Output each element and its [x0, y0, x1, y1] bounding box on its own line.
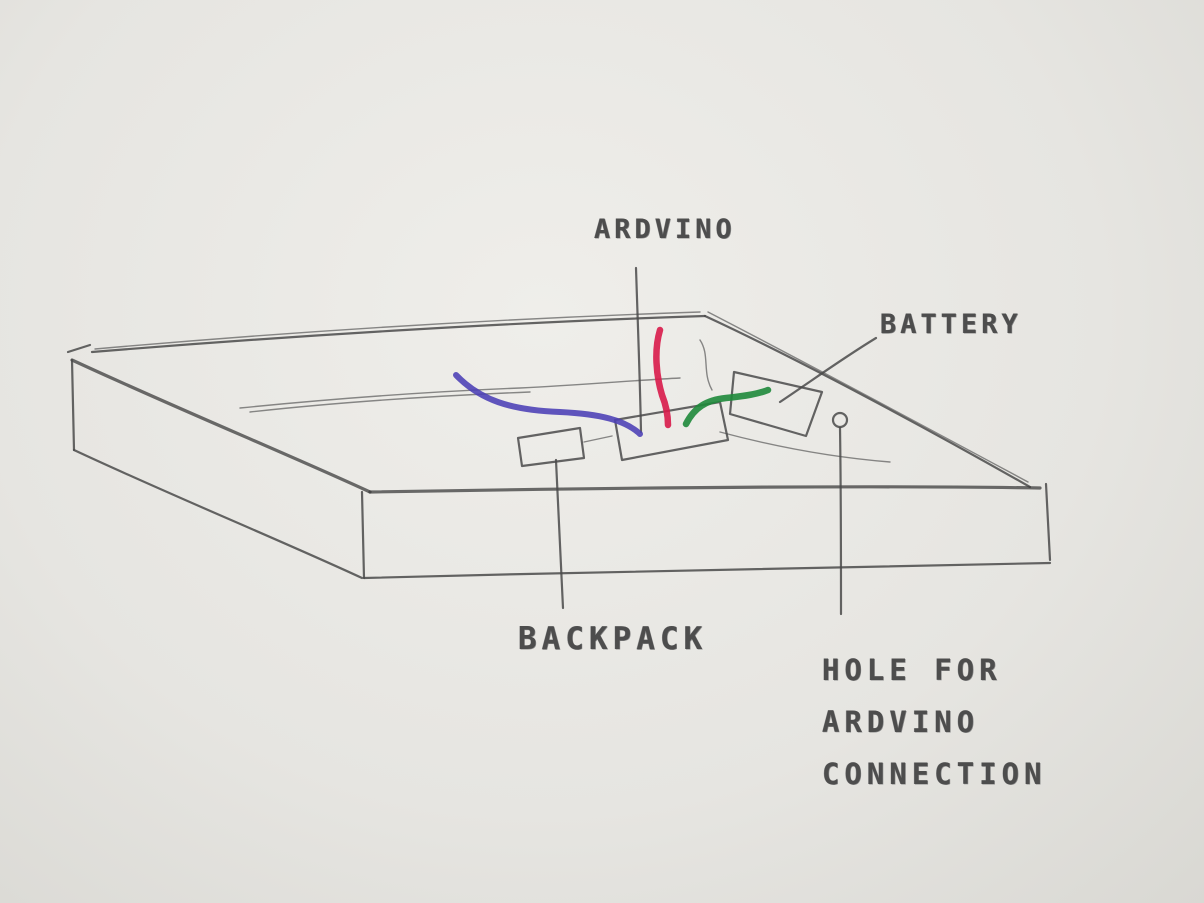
wire-blue [453, 372, 643, 437]
arduino-component [613, 339, 730, 462]
hole-label-line-2: ARDVINO [822, 705, 980, 740]
wire-green [682, 386, 772, 428]
wire-red [653, 326, 672, 429]
arduino-connection-hole [831, 411, 849, 429]
battery-label: BATTERY [880, 309, 1022, 340]
hole-label: HOLE FOR ARDVINO CONNECTION [822, 644, 1047, 801]
box-side-outline [70, 358, 1052, 580]
arduino-label: ARDVINO [594, 214, 736, 245]
leader-lines [554, 266, 878, 616]
hole-label-line-3: CONNECTION [822, 757, 1047, 792]
cavity-outline [239, 377, 891, 463]
box-top-outline [66, 311, 1042, 494]
hole-label-line-1: HOLE FOR [822, 653, 1002, 687]
backpack-label: BACKPACK [518, 621, 708, 657]
backpack-component [516, 426, 613, 468]
